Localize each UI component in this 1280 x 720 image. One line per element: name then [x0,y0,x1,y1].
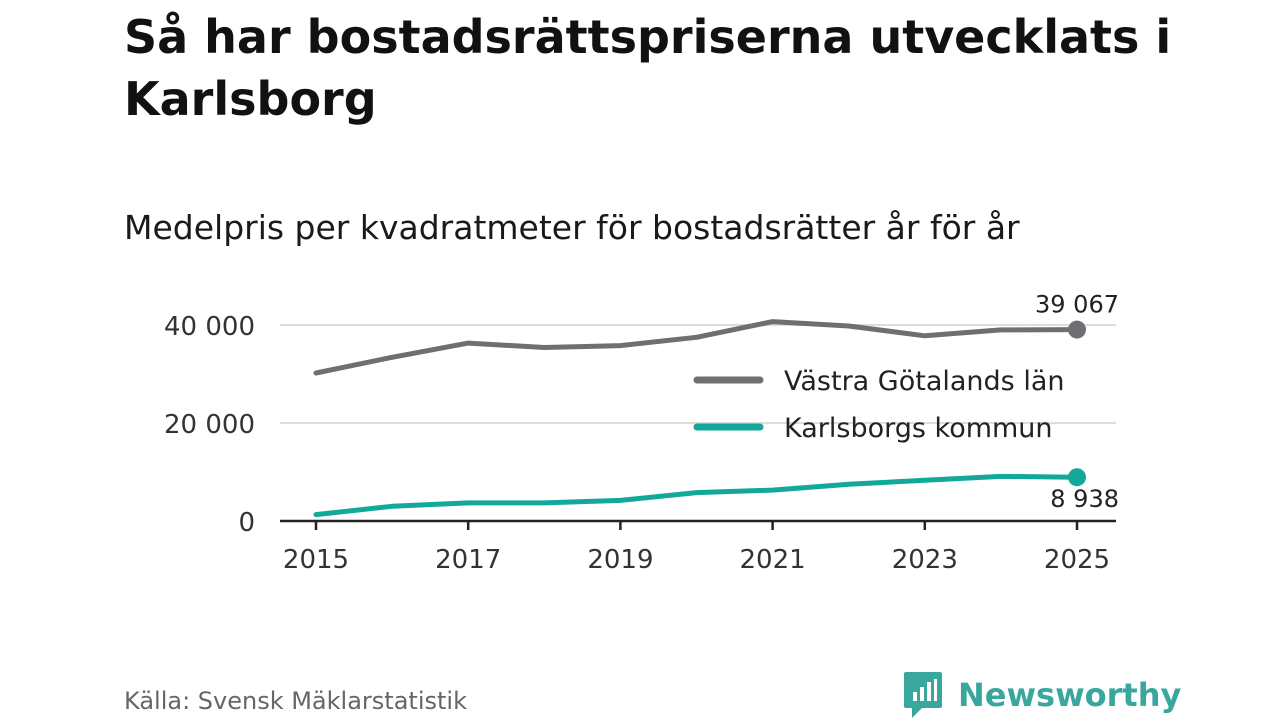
source-note: Källa: Svensk Mäklarstatistik [124,687,467,715]
legend-label-2: Karlsborgs kommun [784,413,1053,444]
newsworthy-logo: Newsworthy [902,670,1181,720]
newsworthy-logo-icon [904,672,942,718]
chart-subtitle: Medelpris per kvadratmeter för bostadsrä… [124,208,1020,247]
series-end-marker-1 [1068,320,1086,339]
x-tick-label: 2021 [740,545,806,575]
series-end-label-2: 8 938 [1050,485,1119,513]
series-line-2 [313,473,1080,518]
y-tick-label: 40 000 [164,312,255,342]
x-tick-label: 2025 [1044,545,1110,575]
series-end-label-1: 39 067 [1035,291,1119,319]
series-line-1 [313,319,1080,376]
x-tick-label: 2017 [435,545,501,575]
x-tick-label: 2019 [587,545,653,575]
y-tick-label: 0 [238,508,255,538]
series-end-marker-2 [1068,468,1086,487]
x-tick-label: 2023 [892,545,958,575]
chart-title: Så har bostadsrättspriserna utvecklats i… [124,10,1172,126]
legend-label-1: Västra Götalands län [784,366,1064,397]
newsworthy-logo-text: Newsworthy [958,676,1182,714]
x-tick-label: 2015 [283,545,349,575]
y-tick-label: 20 000 [164,410,255,440]
